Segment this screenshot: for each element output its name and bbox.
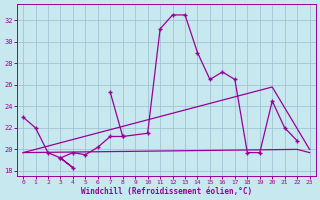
X-axis label: Windchill (Refroidissement éolien,°C): Windchill (Refroidissement éolien,°C) (81, 187, 252, 196)
